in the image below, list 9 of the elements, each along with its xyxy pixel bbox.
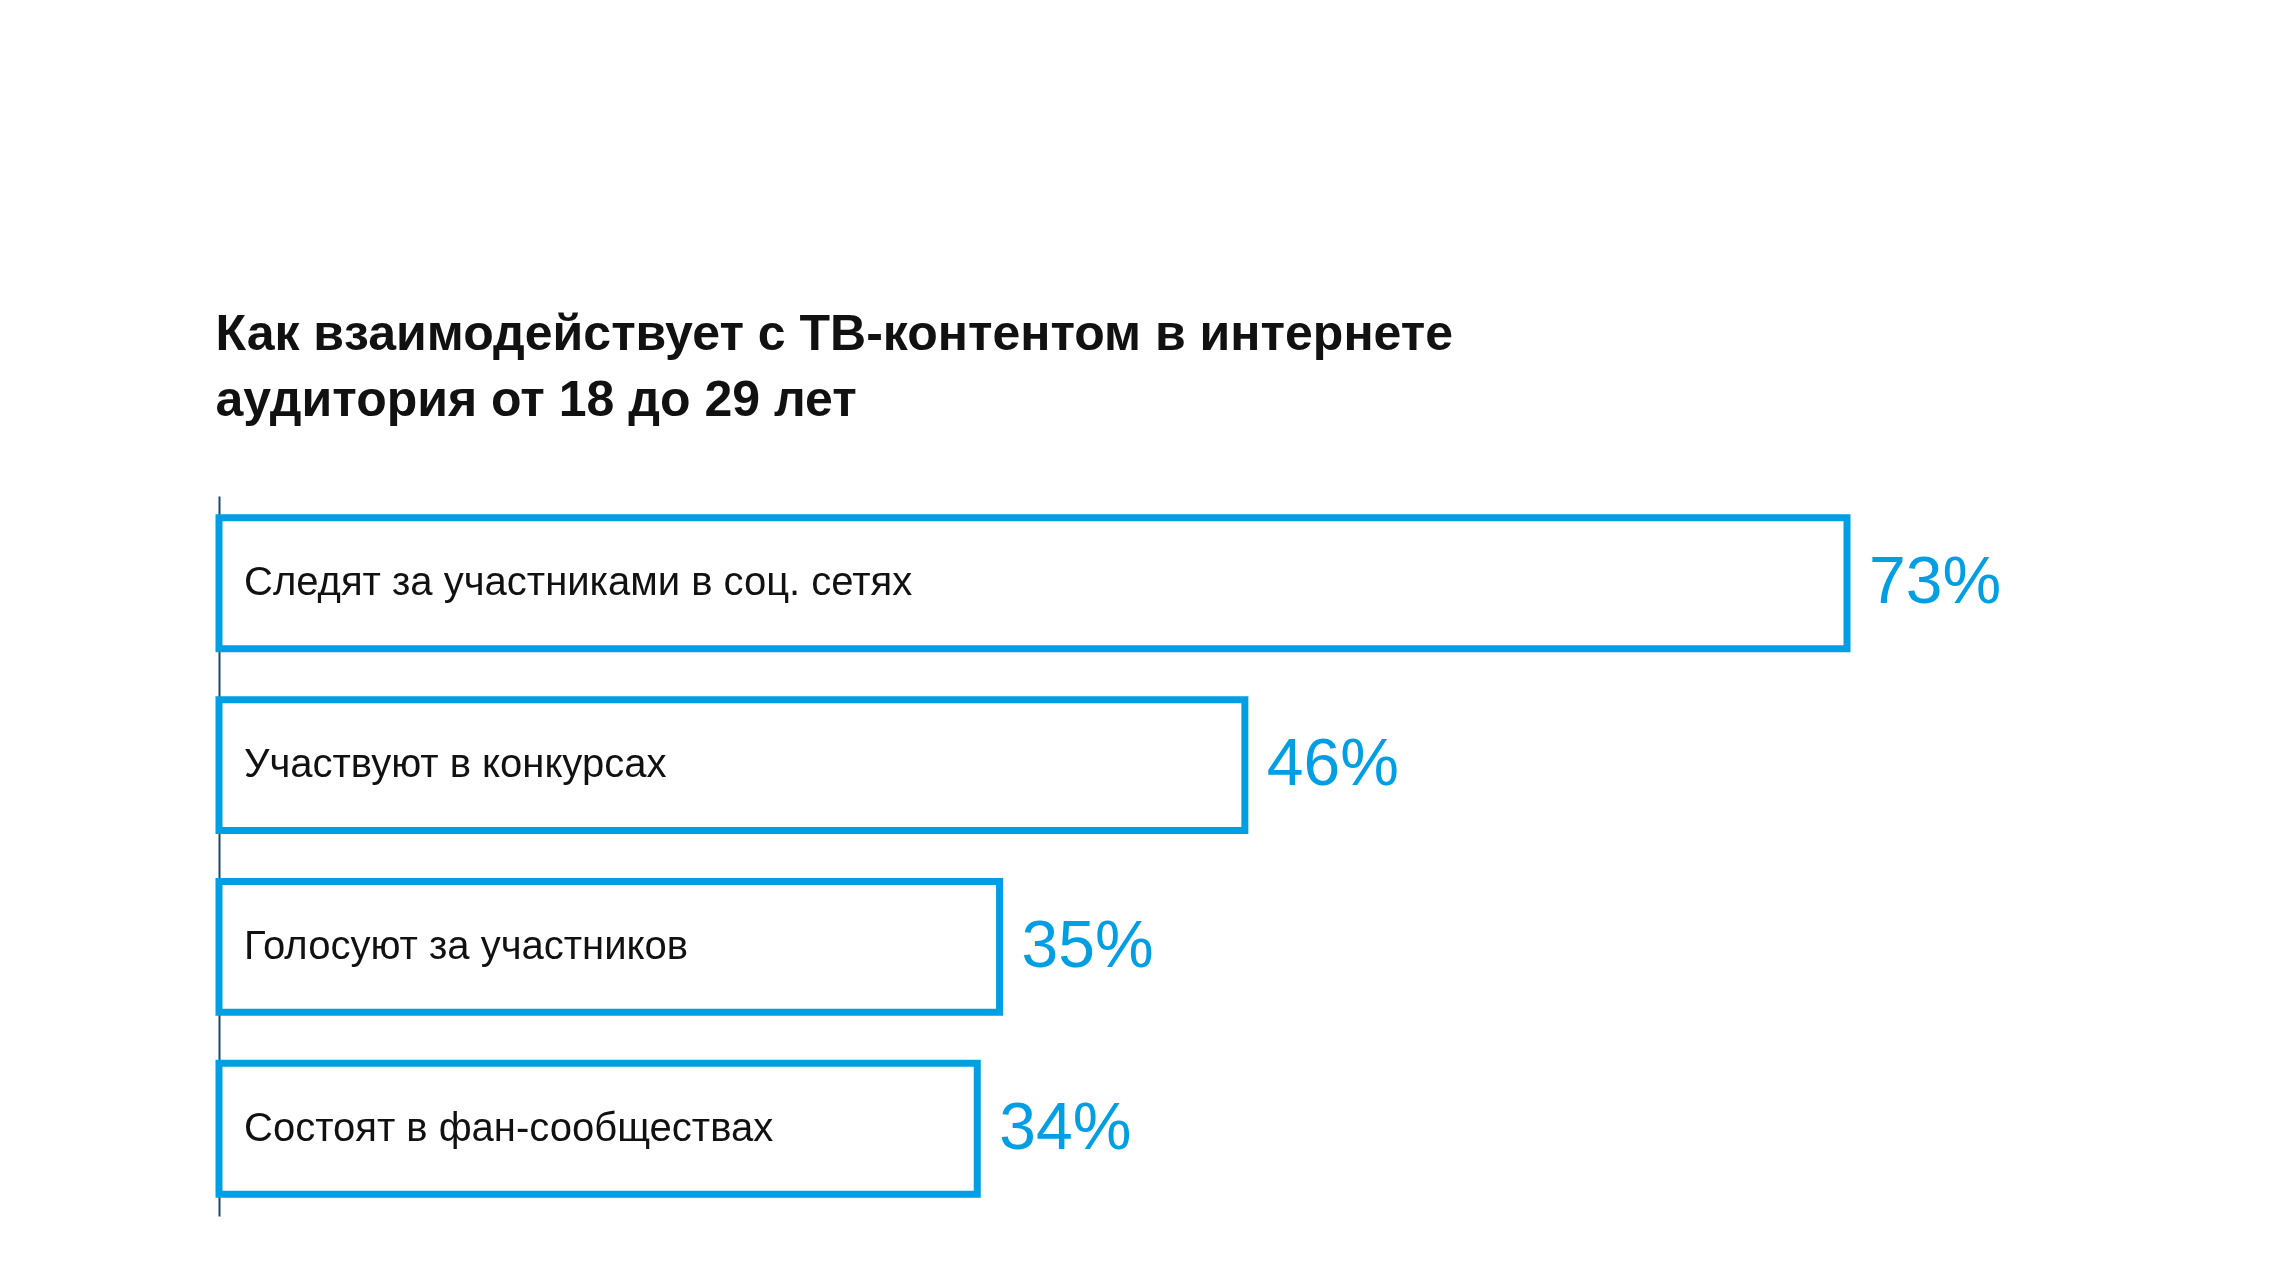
data-label: 73% <box>1869 543 2002 618</box>
y-tick-label: Голосуют за участников <box>244 922 688 967</box>
data-label: 35% <box>1021 906 1154 981</box>
y-tick-label: Состоят в фан-сообществах <box>244 1104 774 1149</box>
data-label: 46% <box>1266 725 1399 800</box>
y-tick-label: Участвуют в конкурсах <box>244 741 667 786</box>
y-tick-label: Следят за участниками в соц. сетях <box>244 559 913 604</box>
data-label: 34% <box>999 1088 1132 1163</box>
chart-title: Как взаимодействует с ТВ-контентом в интернете аудитория от 18 до 29 лет <box>215 305 1454 427</box>
